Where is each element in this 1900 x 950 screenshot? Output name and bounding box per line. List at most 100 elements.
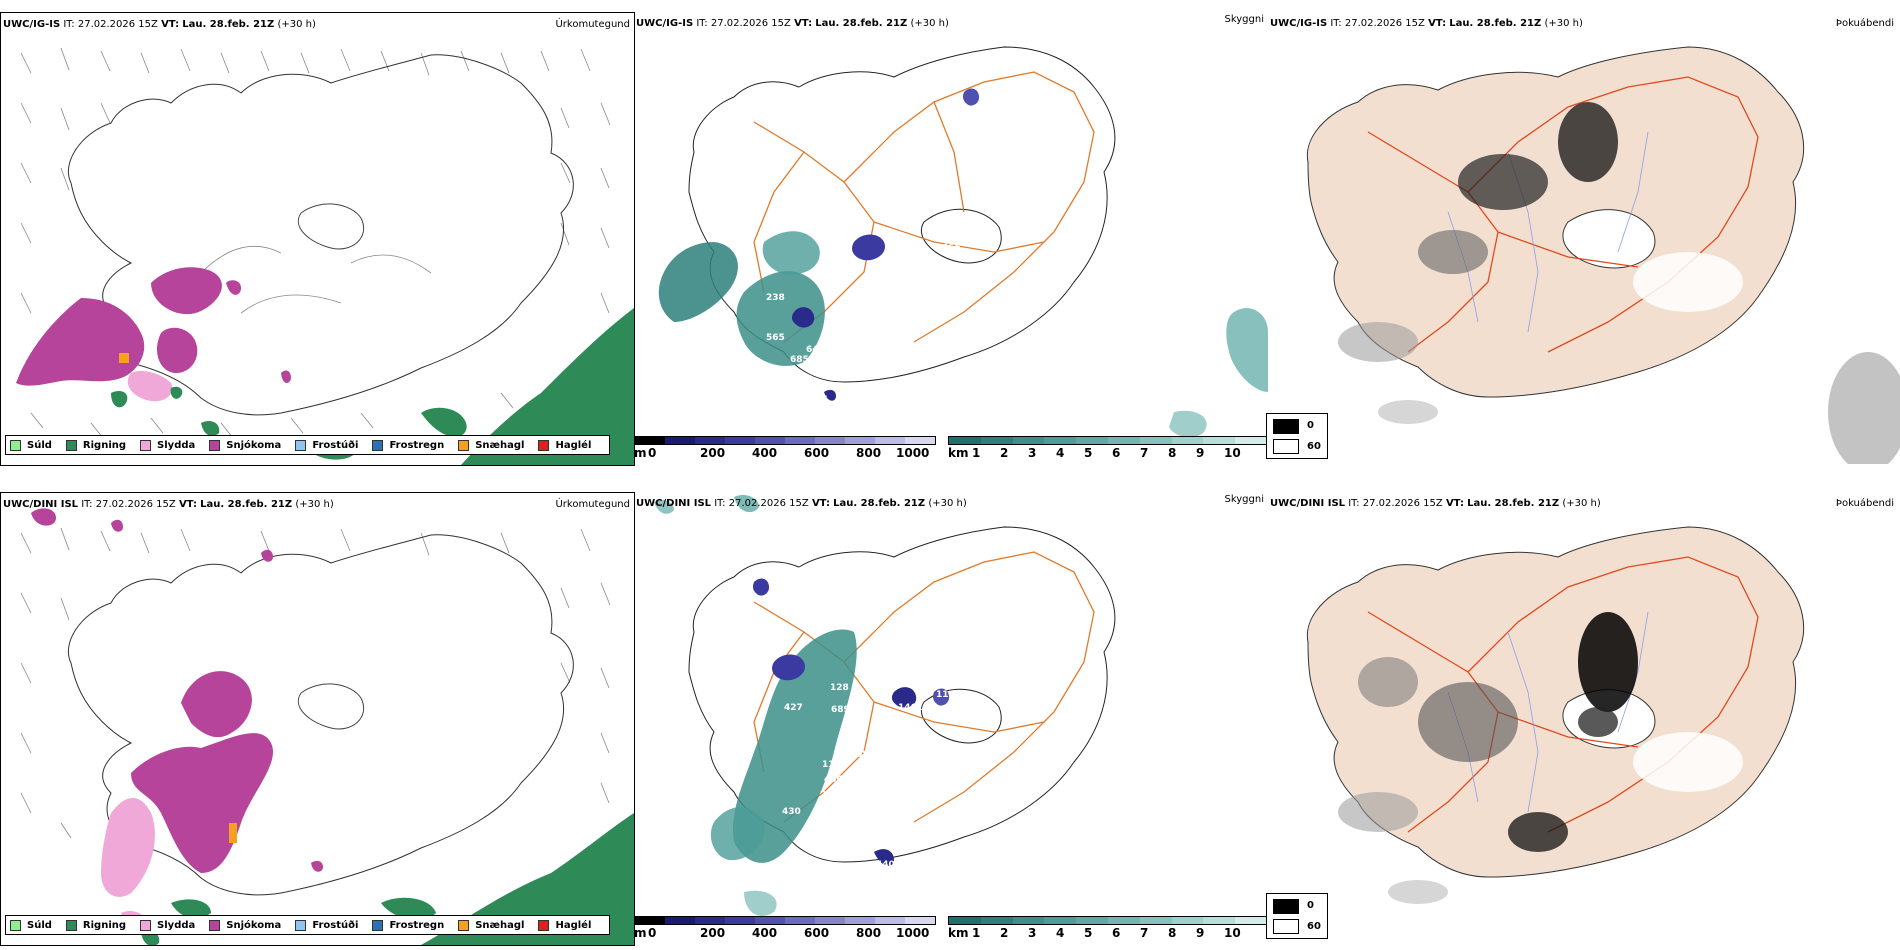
legend-swatch — [209, 439, 221, 451]
ceiling-label: 217 — [729, 350, 748, 360]
fog-key-label: 60 — [1307, 921, 1321, 932]
ceiling-label: 645 — [806, 345, 825, 355]
legend-item: Slydda — [140, 919, 195, 931]
legend-item: Rigning — [65, 439, 126, 451]
vt-label: VT: — [161, 19, 180, 30]
ceiling-label: 430 — [782, 807, 801, 817]
lead-time: (+30 h) — [277, 19, 316, 30]
legend-swatch — [65, 439, 77, 451]
roads — [200, 246, 432, 314]
snow-area — [31, 508, 323, 873]
legend-item: Snæhagl — [458, 919, 524, 931]
header-top-fog: UWC/IG-IS IT: 27.02.2026 15Z VT: Lau. 28… — [1270, 18, 1583, 29]
visibility-map-bottom: 128 689 427 1461 435 598 117 456 800 208… — [654, 495, 1116, 916]
legend-swatch — [295, 439, 307, 451]
ceiling-tick: 1000 — [896, 926, 930, 940]
visibility-unit: km — [948, 446, 969, 460]
visibility-tick: 6 — [1112, 446, 1121, 460]
visibility-colorbar: km 1 2 3 4 5 6 7 8 9 10 — [944, 916, 1268, 944]
fog-shading — [1338, 102, 1900, 464]
visibility-colorbar-strip — [948, 916, 1268, 925]
legend-item: Snjókoma — [209, 439, 281, 451]
ceiling-tick: 0 — [648, 446, 657, 460]
visibility-unit: km — [948, 926, 969, 940]
visibility-tick: 3 — [1028, 446, 1037, 460]
snow-pellet-area — [119, 353, 129, 363]
visibility-tick: 2 — [1000, 926, 1009, 940]
fog-key-swatch — [1273, 919, 1299, 934]
ceiling-label: 800 — [846, 775, 865, 785]
ceiling-labels-bottom: 128 689 427 1461 435 598 117 456 800 208… — [782, 613, 955, 870]
legend-item: Snæhagl — [458, 439, 524, 451]
panel-title-precip: Úrkomutegund — [555, 499, 630, 510]
fog-key-label: 0 — [1307, 900, 1314, 911]
snow-area — [16, 267, 291, 386]
visibility-tick: 5 — [1084, 446, 1093, 460]
fog-shading — [1338, 612, 1743, 904]
visibility-tick: 7 — [1140, 446, 1149, 460]
model-name: UWC/IG-IS — [636, 18, 694, 29]
ceiling-label: 565 — [766, 333, 785, 343]
fog-map-bottom — [1306, 526, 1805, 904]
visibility-tick: 4 — [1056, 446, 1065, 460]
ceiling-colorbar-strip — [634, 436, 936, 445]
ceiling-tick: 200 — [700, 926, 726, 940]
fog-key-bottom: 0 60 — [1266, 893, 1328, 939]
visibility-panel-top: 845 900 565 35 645 123 465 238 217 685 3… — [634, 12, 1268, 464]
visibility-tick: 7 — [1140, 926, 1149, 940]
model-name: UWC/DINI ISL — [636, 498, 712, 509]
precip-map-top — [16, 47, 634, 465]
ceiling-label: 440 — [876, 860, 895, 870]
ceiling-area — [753, 578, 950, 866]
header-bottom-precip: UWC/DINI ISL IT: 27.02.2026 15Z VT: Lau.… — [3, 499, 334, 510]
legend-item: Frostregn — [372, 919, 444, 931]
model-name: UWC/IG-IS — [3, 19, 61, 30]
panel-title-fog: Þokuábendi — [1835, 498, 1894, 509]
ceiling-tick: 400 — [752, 446, 778, 460]
wind-barbs — [20, 47, 611, 439]
ceiling-label: 689 — [831, 705, 850, 715]
it-label: IT: — [63, 19, 75, 30]
precip-map-bottom — [20, 508, 634, 945]
precip-legend: Súld Rigning Slydda Snjókoma Frostúði Fr… — [5, 915, 611, 935]
fog-key-swatch — [1273, 419, 1299, 434]
it-value: 27.02.2026 15Z — [77, 19, 158, 30]
ceiling-label: 325 — [809, 395, 828, 405]
legend-item: Súld — [10, 919, 52, 931]
visibility-colorbar: km 1 2 3 4 5 6 7 8 9 10 — [944, 436, 1268, 464]
panel-title-precip: Úrkomutegund — [555, 19, 630, 30]
low-vis-area — [658, 231, 1268, 438]
ceiling-colorbar: m 0 200 400 600 800 1000 — [634, 916, 944, 944]
visibility-tick: 10 — [1224, 446, 1241, 460]
ceiling-label: 685 — [790, 355, 809, 365]
ceiling-label: 123 — [792, 380, 811, 390]
ceiling-tick: 400 — [752, 926, 778, 940]
legend-item: Haglél — [538, 919, 591, 931]
fog-panel-top: UWC/IG-IS IT: 27.02.2026 15Z VT: Lau. 28… — [1268, 12, 1900, 464]
visibility-panel-bottom: 128 689 427 1461 435 598 117 456 800 208… — [634, 492, 1268, 944]
glacier-outline — [298, 203, 365, 250]
legend-item: Snjókoma — [209, 919, 281, 931]
legend-swatch — [295, 919, 307, 931]
visibility-tick: 3 — [1028, 926, 1037, 940]
sleet-area — [101, 798, 155, 930]
iceland-outline — [67, 534, 574, 896]
visibility-colorbar-strip — [948, 436, 1268, 445]
visibility-tick: 5 — [1084, 926, 1093, 940]
panel-title-fog: Þokuábendi — [1835, 18, 1894, 29]
ceiling-label: 456 — [824, 775, 843, 785]
ceiling-label: 208 — [820, 790, 839, 800]
legend-swatch — [140, 439, 152, 451]
glacier-outline — [921, 688, 1002, 744]
fog-map-top — [1306, 46, 1900, 464]
header-top-visibility: UWC/IG-IS IT: 27.02.2026 15Z VT: Lau. 28… — [636, 18, 949, 29]
ceiling-area — [791, 88, 980, 401]
wind-barbs — [20, 527, 611, 839]
visibility-tick: 6 — [1112, 926, 1121, 940]
model-name: UWC/IG-IS — [1270, 18, 1328, 29]
header-top-precip: UWC/IG-IS IT: 27.02.2026 15Z VT: Lau. 28… — [3, 19, 316, 30]
ceiling-tick: 1000 — [896, 446, 930, 460]
fog-key-swatch — [1273, 899, 1299, 914]
low-vis-area — [654, 495, 857, 916]
legend-swatch — [538, 919, 550, 931]
